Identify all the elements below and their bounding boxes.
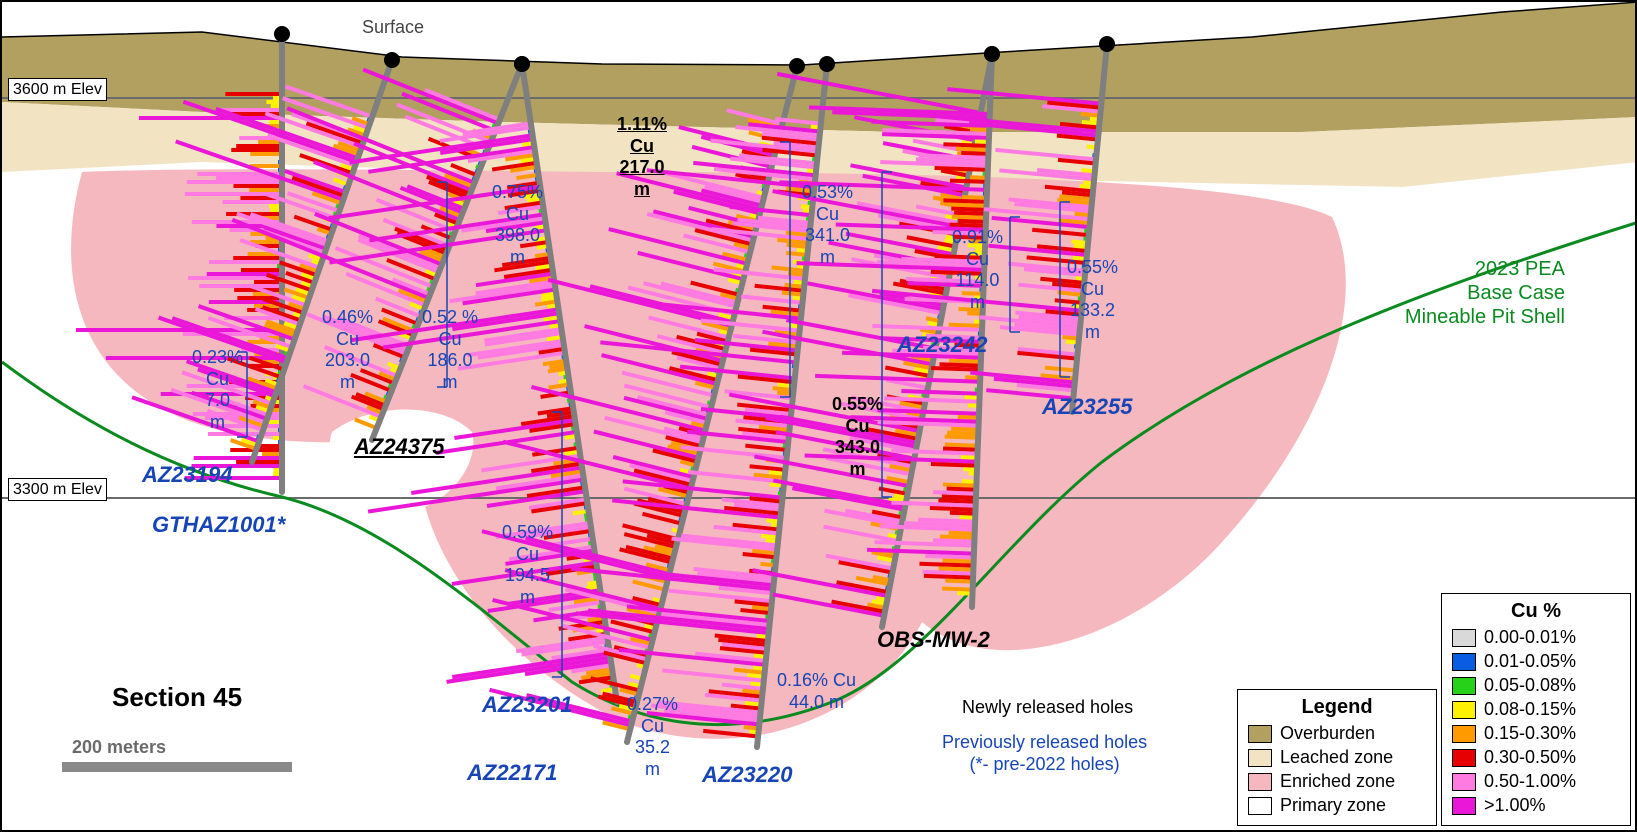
legend-grades-item: 0.05-0.08% [1452,675,1620,696]
scale-label: 200 meters [72,737,166,759]
legend-grades-item: 0.00-0.01% [1452,627,1620,648]
intercept-label-5: 1.11%Cu217.0m [617,114,667,200]
intercept-label-1: 0.46%Cu203.0m [322,307,373,393]
pit-shell-label: 2023 PEABase CaseMineable Pit Shell [1405,257,1565,329]
drillhole-label-AZ23201: AZ23201 [482,692,573,718]
legend-grades-item: 0.01-0.05% [1452,651,1620,672]
cross-section-figure: 3600 m Elev 3300 m Elev GTHAZ1001* AZ23194 A… [0,0,1637,832]
intercept-label-2: 0.52 %Cu186.0m [422,307,478,393]
drillhole-label-OBS-MW-2: OBS-MW-2 [877,627,990,653]
surface-label: Surface [362,17,424,39]
legend-grades-item: >1.00% [1452,795,1620,816]
swatch [1452,797,1476,815]
legend-zones-title: Legend [1248,696,1426,719]
intercept-label-4: 0.59%Cu194.5m [502,522,553,608]
legend-grades-item: 0.50-1.00% [1452,771,1620,792]
swatch [1452,653,1476,671]
intercept-label-10: 0.91%Cu114.0m [952,227,1003,313]
swatch [1452,629,1476,647]
legend-zones-item: Enriched zone [1248,771,1426,792]
swatch [1248,749,1272,767]
intercept-label-11: 0.55%Cu133.2m [1067,257,1118,343]
drillhole-label-AZ23255: AZ23255 [1042,394,1133,420]
drillhole-label-AZ22171: AZ22171 [467,760,558,786]
newly-released-label: Newly released holes [962,697,1133,719]
intercept-label-6: 0.27%Cu35.2m [627,694,678,780]
swatch [1452,701,1476,719]
drillhole-label-AZ24375: AZ24375 [354,434,445,460]
swatch [1452,677,1476,695]
legend-grades: Cu % 0.00-0.01% 0.01-0.05% 0.05-0.08% 0.08-0… [1441,593,1631,826]
swatch [1452,773,1476,791]
elevation-label: 3600 m Elev [8,78,107,101]
previously-released-label: Previously released holes(*- pre-2022 ho… [942,732,1147,775]
swatch [1248,725,1272,743]
intercept-label-3: 0.75%Cu398.0m [492,182,543,268]
swatch [1452,749,1476,767]
drillhole-label-AZ23220: AZ23220 [702,762,793,788]
swatch [1248,773,1272,791]
section-label: Section 45 [112,682,242,713]
elevation-label: 3300 m Elev [8,478,107,501]
drillhole-label-AZ23242: AZ23242 [897,332,988,358]
intercept-label-7: 0.16% Cu44.0 m [777,670,856,713]
drillhole-label-GTHAZ1001: GTHAZ1001* [152,512,285,538]
legend-grades-item: 0.15-0.30% [1452,723,1620,744]
drillhole-label-AZ23194: AZ23194 [142,462,233,488]
swatch [1248,797,1272,815]
intercept-label-8: 0.53%Cu341.0m [802,182,853,268]
legend-zones-item: Primary zone [1248,795,1426,816]
swatch [1452,725,1476,743]
legend-zones: Legend Overburden Leached zone Enriched zon… [1237,689,1437,826]
legend-grades-item: 0.30-0.50% [1452,747,1620,768]
intercept-label-9: 0.55%Cu343.0m [832,394,883,480]
legend-grades-item: 0.08-0.15% [1452,699,1620,720]
legend-grades-title: Cu % [1452,600,1620,623]
legend-zones-item: Leached zone [1248,747,1426,768]
intercept-label-0: 0.23%Cu7.0m [192,347,243,433]
legend-zones-item: Overburden [1248,723,1426,744]
